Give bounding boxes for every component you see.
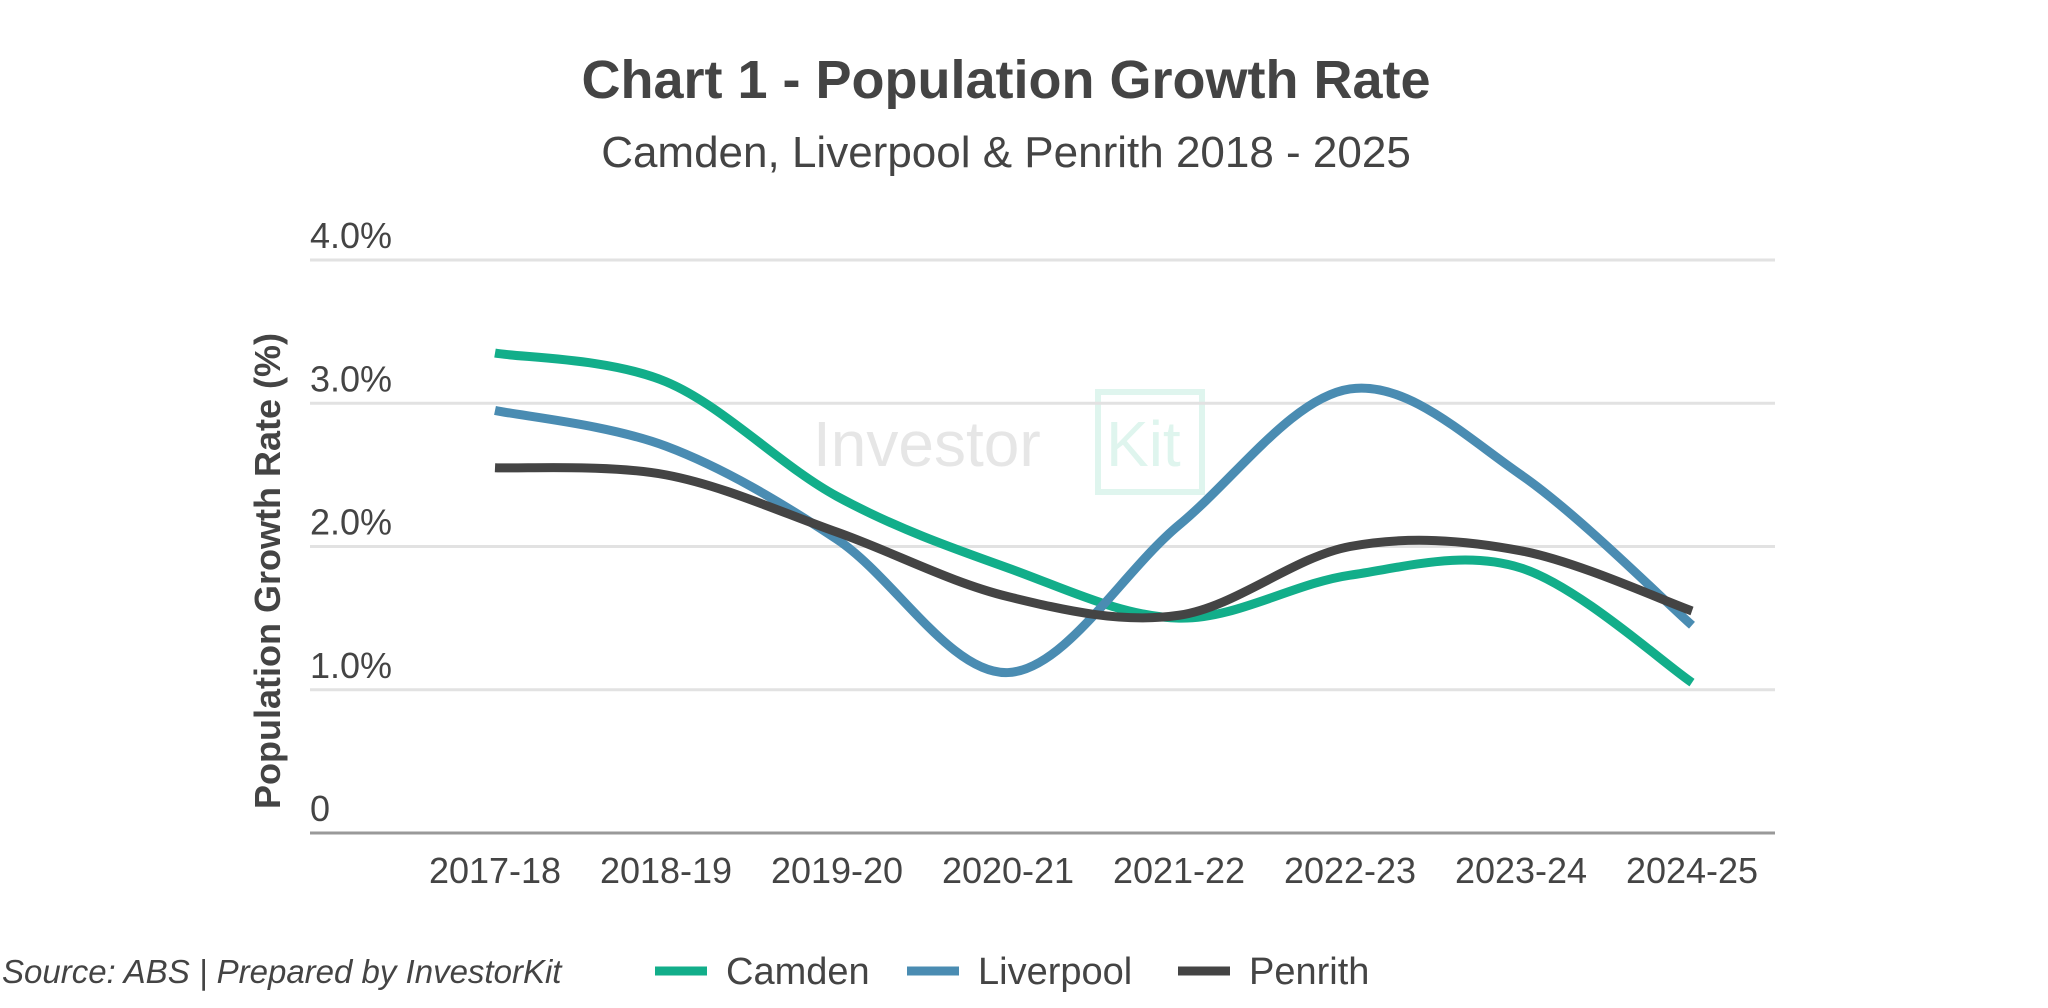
- x-tick-label: 2020-21: [942, 850, 1074, 891]
- x-tick-label: 2018-19: [600, 850, 732, 891]
- series-lines: [494, 348, 1695, 687]
- legend-label: Penrith: [1249, 951, 1369, 993]
- chart-title: Chart 1 - Population Growth Rate: [581, 50, 1430, 110]
- watermark: Investor Kit: [813, 389, 1205, 495]
- x-tick-label: 2023-24: [1455, 850, 1587, 891]
- watermark-logo-box: [1095, 389, 1205, 495]
- x-tick-label: 2021-22: [1113, 850, 1245, 891]
- y-tick-label: 2.0%: [310, 502, 392, 543]
- x-tick-label: 2022-23: [1284, 850, 1416, 891]
- x-tick-label: 2017-18: [429, 850, 561, 891]
- legend-item-camden: Camden: [655, 951, 870, 993]
- watermark-logo-text: Kit: [1106, 408, 1181, 480]
- legend: Camden Liverpool Penrith: [655, 951, 1369, 993]
- x-axis-ticks: 2017-18 2018-19 2019-20 2020-21 2021-22 2022-…: [429, 850, 1758, 891]
- grid: [310, 258, 1775, 835]
- source-note: Source: ABS | Prepared by InvestorKit: [2, 953, 563, 990]
- watermark-text: Investor: [813, 408, 1041, 480]
- y-tick-label: 4.0%: [310, 215, 392, 256]
- legend-item-liverpool: Liverpool: [907, 951, 1132, 993]
- y-tick-label: 1.0%: [310, 645, 392, 686]
- series-line-penrith: [494, 463, 1694, 623]
- legend-label: Liverpool: [978, 951, 1132, 993]
- chart-subtitle: Camden, Liverpool & Penrith 2018 - 2025: [601, 128, 1411, 177]
- x-tick-label: 2024-25: [1626, 850, 1758, 891]
- legend-item-penrith: Penrith: [1178, 951, 1369, 993]
- series-line-camden: [494, 348, 1695, 687]
- y-tick-label: 0: [310, 788, 330, 829]
- x-tick-label: 2019-20: [771, 850, 903, 891]
- series-line-liverpool: [494, 383, 1695, 678]
- y-tick-label: 3.0%: [310, 358, 392, 399]
- y-axis-label: Population Growth Rate (%): [247, 333, 288, 809]
- legend-label: Camden: [726, 951, 870, 993]
- y-axis-ticks: 0 1.0% 2.0% 3.0% 4.0%: [310, 215, 392, 829]
